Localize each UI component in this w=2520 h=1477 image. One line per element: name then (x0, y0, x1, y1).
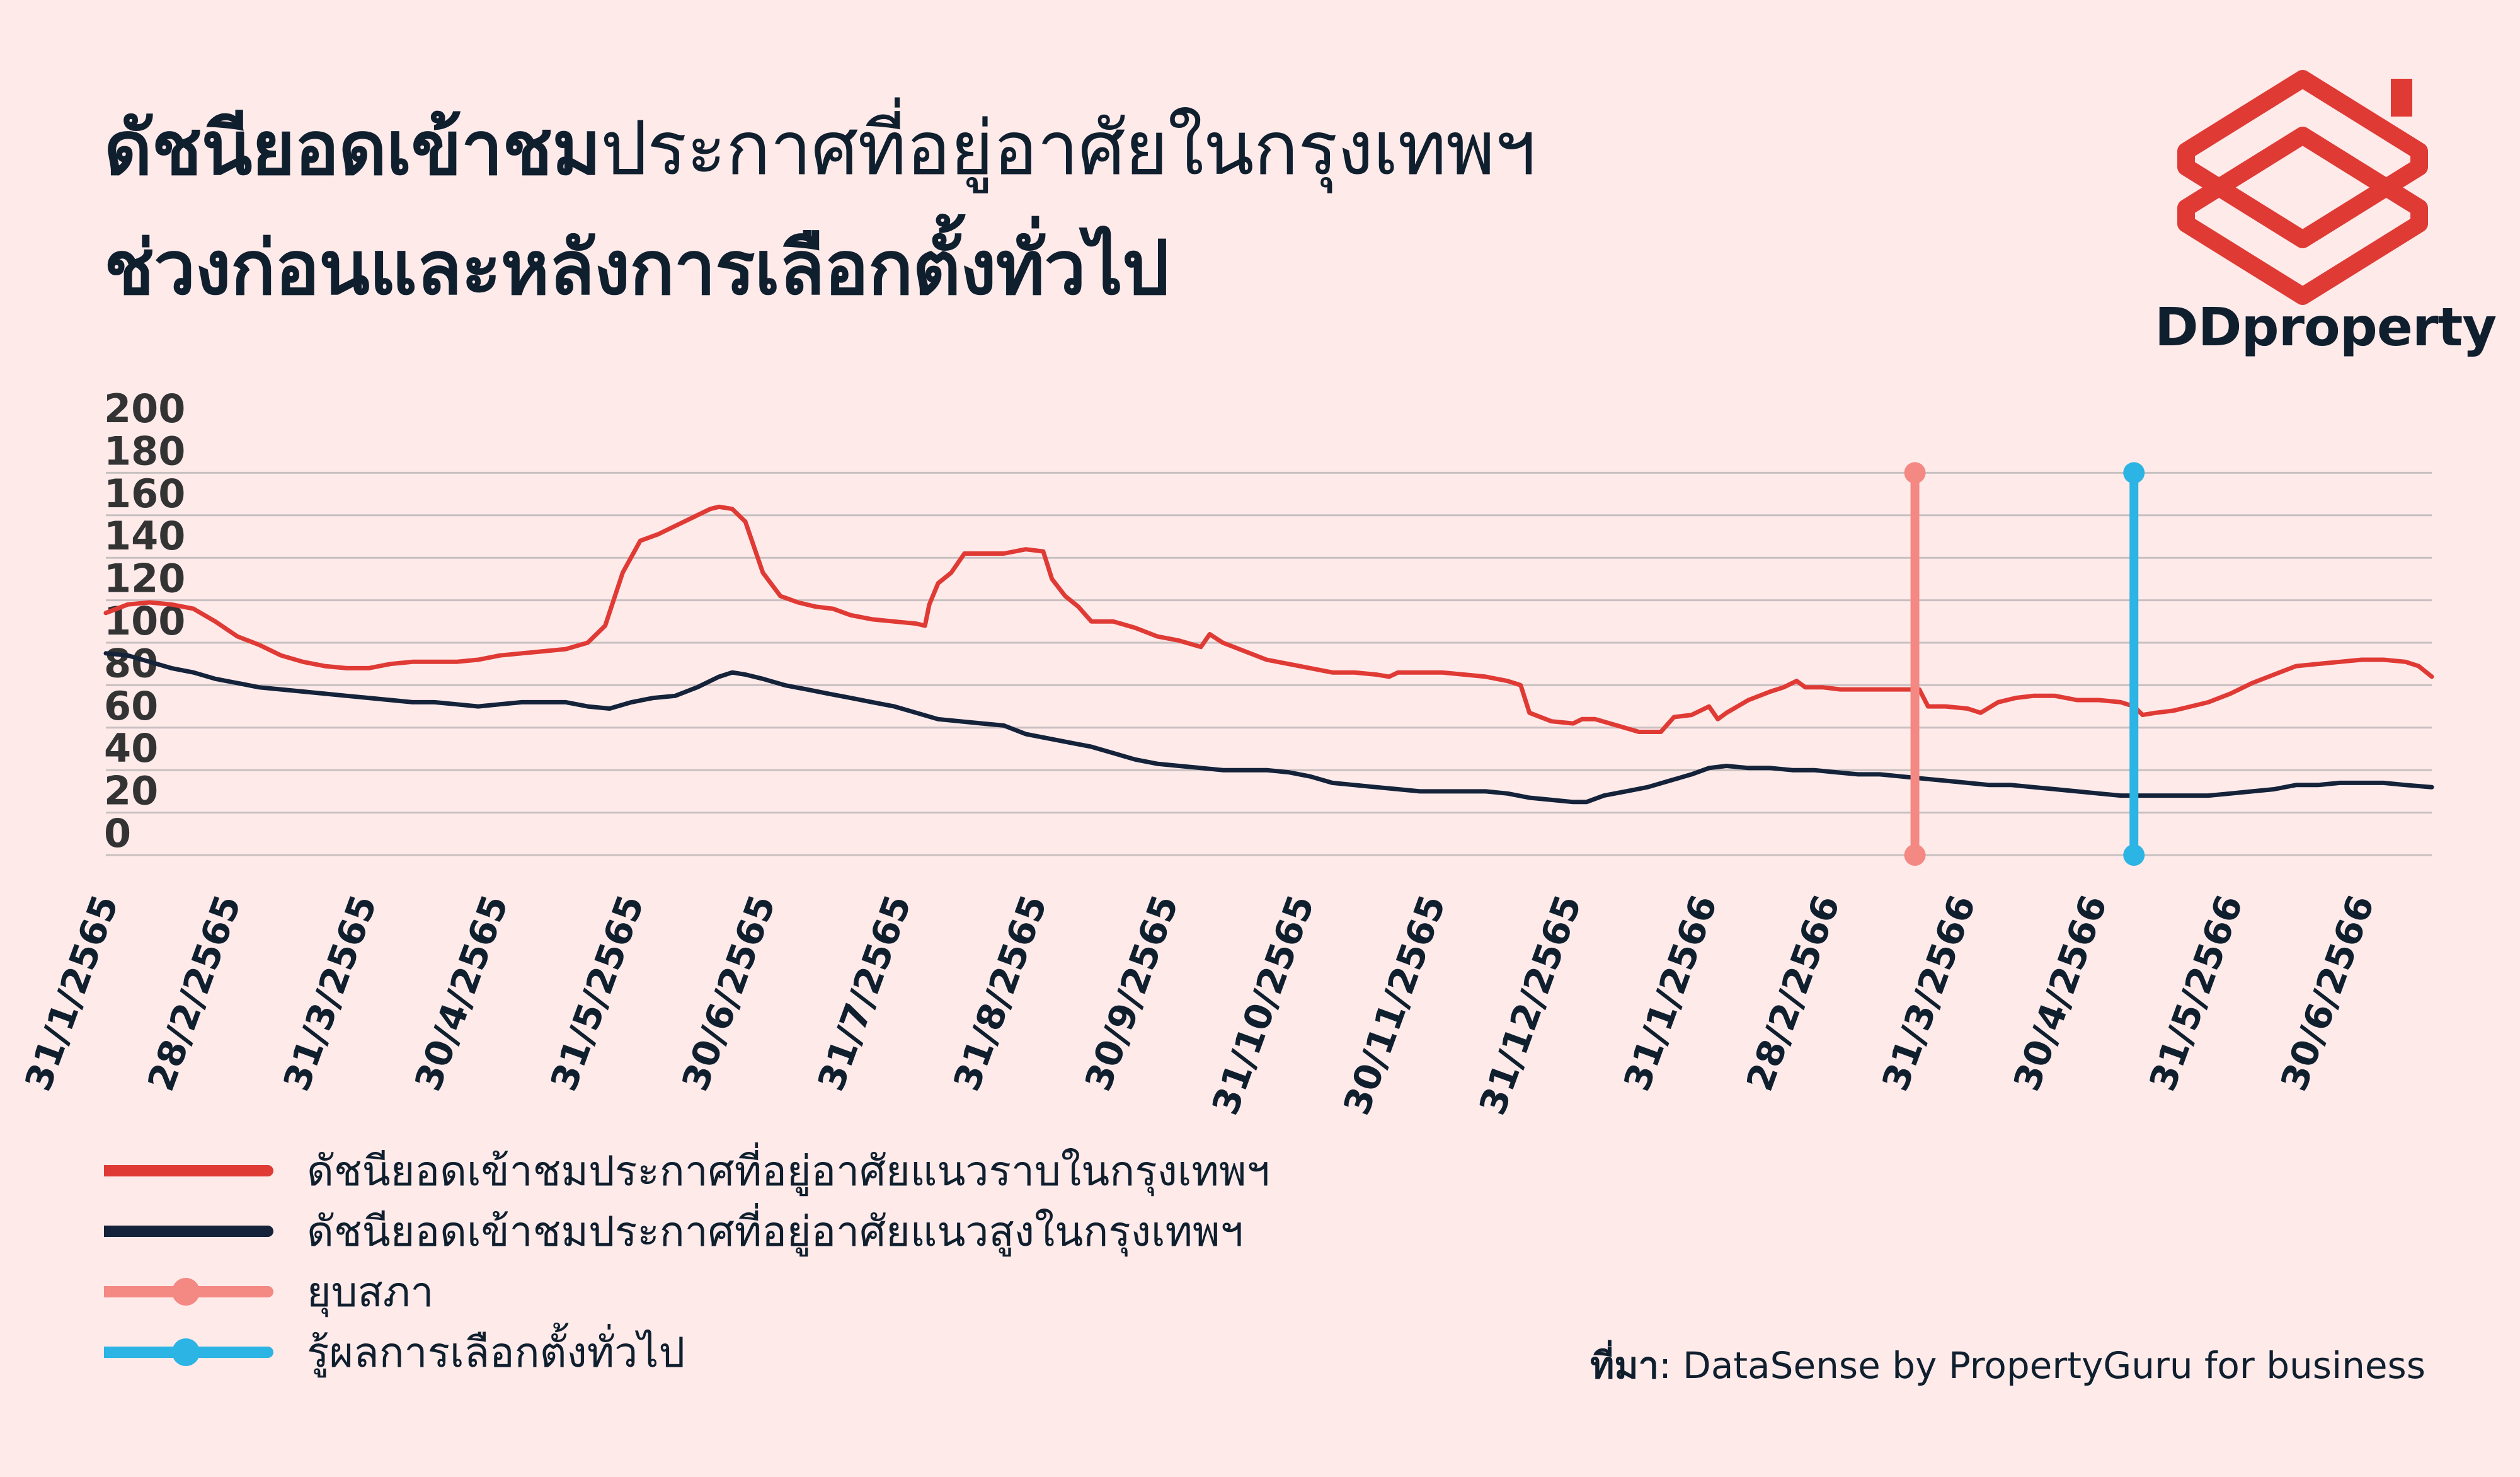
title-bold-part: ดัชนียอดเข้าชม (104, 105, 601, 192)
source-label: ที่มา (1590, 1344, 1659, 1387)
x-tick-label: 30/6/2565 (673, 890, 784, 1097)
legend-item-highrise: ดัชนียอดเข้าชมประกาศที่อยู่อาศัยแนวสูงใน… (104, 1201, 1270, 1261)
x-tick-label: 28/2/2565 (139, 890, 249, 1097)
y-tick-label: 0 (104, 810, 131, 856)
title-line-1: ดัชนียอดเข้าชมประกาศที่อยู่อาศัยในกรุงเท… (104, 88, 1536, 208)
y-tick-label: 200 (104, 386, 185, 432)
legend-item-dissolution: ยุบสภา (104, 1261, 1270, 1322)
x-tick-label: 30/4/2565 (406, 890, 517, 1097)
marker-election-dot-top (2123, 462, 2145, 484)
legend-label-dissolution: ยุบสภา (307, 1267, 434, 1316)
y-tick-label: 160 (104, 471, 185, 517)
legend-label-landed: ดัชนียอดเข้าชมประกาศที่อยู่อาศัยแนวราบใน… (307, 1146, 1270, 1195)
title-regular-part: ประกาศที่อยู่อาศัยในกรุงเทพฯ (600, 105, 1536, 192)
y-tick-label: 120 (104, 556, 185, 602)
legend-swatch-dissolution (104, 1278, 273, 1306)
source-text: : DataSense by PropertyGuru for business (1659, 1344, 2426, 1387)
x-tick-label: 31/1/2565 (16, 890, 127, 1097)
x-tick-label: 30/4/2566 (2005, 890, 2116, 1097)
chart-title: ดัชนียอดเข้าชมประกาศที่อยู่อาศัยในกรุงเท… (104, 88, 1536, 328)
y-tick-label: 180 (104, 428, 185, 474)
x-tick-label: 31/8/2565 (945, 890, 1055, 1097)
legend-label-election: รู้ผลการเลือกตั้งทั่วไป (307, 1328, 685, 1377)
x-tick-label: 31/3/2566 (1874, 890, 1984, 1097)
x-tick-label: 31/5/2566 (2141, 890, 2251, 1097)
source-note: ที่มา: DataSense by PropertyGuru for bus… (1590, 1336, 2426, 1394)
legend-swatch-highrise (104, 1226, 273, 1237)
x-tick-label: 30/11/2565 (1335, 890, 1454, 1120)
marker-dissolution-dot-bottom (1904, 844, 1926, 866)
y-tick-label: 40 (104, 725, 158, 771)
series-line-highrise (103, 651, 2434, 805)
y-tick-label: 60 (104, 683, 158, 729)
x-tick-label: 31/3/2565 (275, 890, 385, 1097)
legend-swatch-election (104, 1338, 273, 1366)
x-tick-label: 28/2/2566 (1738, 890, 1848, 1097)
x-tick-label: 30/6/2566 (2272, 890, 2383, 1097)
chart-legend: ดัชนียอดเข้าชมประกาศที่อยู่อาศัยแนวราบใน… (104, 1141, 1270, 1382)
legend-item-landed: ดัชนียอดเข้าชมประกาศที่อยู่อาศัยแนวราบใน… (104, 1141, 1270, 1201)
brand-name: DDproperty (2155, 296, 2497, 358)
y-tick-label: 20 (104, 768, 158, 814)
y-tick-label: 140 (104, 513, 185, 559)
x-tick-label: 31/5/2565 (542, 890, 652, 1097)
legend-label-highrise: ดัชนียอดเข้าชมประกาศที่อยู่อาศัยแนวสูงใน… (307, 1207, 1244, 1256)
title-line-2: ช่วงก่อนและหลังการเลือกตั้งทั่วไป (104, 224, 1169, 311)
legend-item-election: รู้ผลการเลือกตั้งทั่วไป (104, 1322, 1270, 1382)
marker-dissolution-dot-top (1904, 462, 1926, 484)
x-tick-label: 31/12/2565 (1471, 890, 1590, 1120)
series-line-landed (103, 504, 2434, 734)
x-tick-label: 30/9/2565 (1077, 890, 1187, 1097)
marker-election-dot-bottom (2123, 844, 2145, 866)
x-tick-label: 31/7/2565 (810, 890, 920, 1097)
x-tick-label: 31/1/2566 (1615, 890, 1726, 1097)
x-tick-label: 31/10/2565 (1203, 890, 1322, 1120)
ddproperty-house-logo-icon (2177, 70, 2428, 305)
legend-swatch-landed (104, 1165, 273, 1176)
